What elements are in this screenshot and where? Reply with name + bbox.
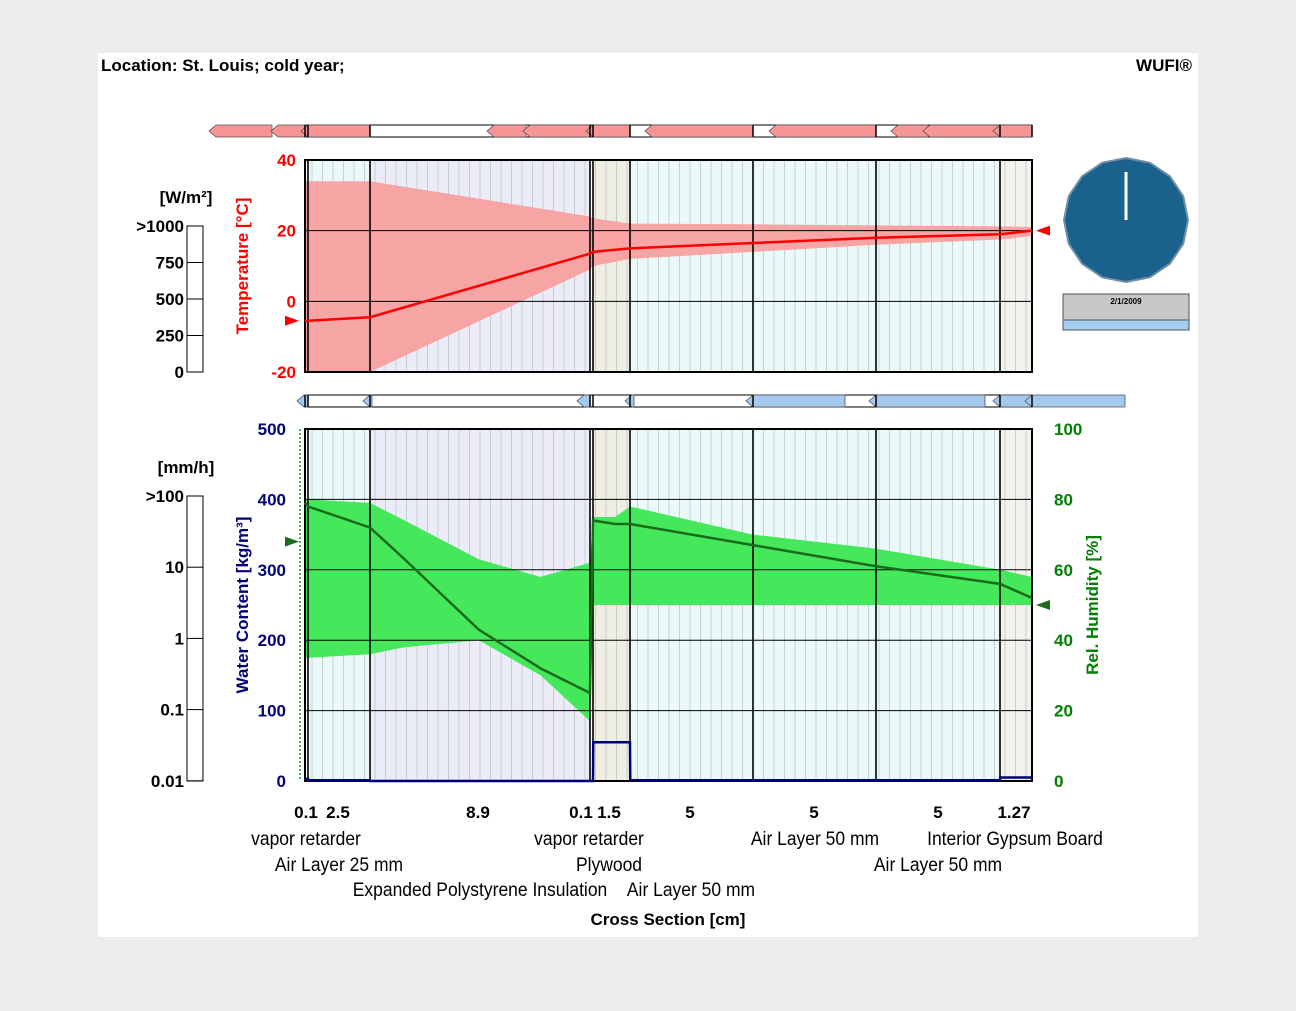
layer-bg-temp-7	[876, 160, 1000, 372]
heat-flux-strip-arrow	[890, 124, 929, 138]
layer-name-label: Air Layer 25 mm	[275, 853, 403, 875]
x-axis-title: Cross Section [cm]	[591, 910, 746, 929]
date-progress-bar	[1062, 319, 1190, 331]
rh-tick-label: 60	[1054, 561, 1073, 580]
temp-tick-label: 20	[277, 222, 296, 241]
interior-temp-marker	[1036, 225, 1050, 236]
layer-name-label: vapor retarder	[251, 827, 361, 849]
temp-tick-label: 0	[287, 292, 296, 311]
plot-frame	[304, 159, 1033, 373]
heat-flux-strip-arrow	[270, 124, 306, 138]
water-tick-label: 200	[258, 631, 286, 650]
heat-flux-strip-arrow	[768, 124, 877, 138]
thickness-label: 5	[685, 803, 694, 822]
moisture-flux-strip-arrow	[296, 394, 309, 408]
heat-flux-strip-arrow	[992, 124, 1033, 138]
thickness-label: 5	[933, 803, 942, 822]
exterior-rh-marker	[285, 536, 299, 547]
temperature-range-band	[305, 181, 1032, 372]
rain-tick-label: 1	[175, 629, 184, 648]
rel-humidity-line	[304, 502, 1033, 696]
rain-tick-label: 0.01	[151, 772, 184, 791]
moisture-flux-strip-arrow	[745, 394, 846, 408]
thickness-label: 8.9	[466, 803, 490, 822]
thickness-label: 5	[809, 803, 818, 822]
layer-bg-temp-4	[593, 160, 630, 372]
water-tick-label: 0	[277, 772, 286, 791]
rh-tick-label: 20	[1054, 702, 1073, 721]
heat-flux-strip-arrow	[522, 124, 591, 138]
interior-rh-marker	[1036, 600, 1050, 610]
heat-flux-strip-arrow	[208, 124, 273, 138]
water-tick-label: 300	[258, 561, 286, 580]
thickness-label: 2.5	[326, 803, 350, 822]
temp-tick-label: 40	[277, 151, 296, 170]
heat-flux-strip-arrow	[922, 124, 1001, 138]
water-content-line	[305, 741, 1032, 783]
water-tick-label: 400	[258, 490, 286, 509]
radiation-tick-label: 750	[156, 254, 184, 273]
rain-axis-title: [mm/h]	[158, 458, 215, 477]
rh-tick-label: 100	[1054, 420, 1082, 439]
layer-name-label: Interior Gypsum Board	[927, 827, 1103, 849]
location-title: Location: St. Louis; cold year;	[101, 56, 345, 75]
layer-name-label: vapor retarder	[534, 827, 644, 849]
moisture-flux-strip-arrow	[868, 394, 986, 408]
heat-flux-strip-arrow	[585, 124, 631, 138]
temperature-line	[305, 229, 1033, 323]
heat-flux-strip-arrow	[486, 124, 527, 138]
radiation-axis-title: [W/m²]	[160, 188, 213, 207]
rel-humidity-range-band	[305, 499, 1032, 722]
wufi-brand: WUFI®	[1136, 56, 1192, 75]
water-tick-label: 500	[258, 420, 286, 439]
heat-flux-strip-arrow	[644, 124, 754, 138]
rain-tick-label: >100	[146, 487, 184, 506]
layer-name-label: Expanded Polystyrene Insulation	[353, 878, 608, 900]
thickness-label: 0.1	[294, 803, 318, 822]
temperature-axis-title: Temperature [°C]	[233, 198, 252, 335]
water-tick-label: 100	[258, 702, 286, 721]
rain-tick-label: 10	[165, 558, 184, 577]
temp-tick-label: -20	[271, 363, 296, 382]
rain-tick-label: 0.1	[160, 701, 184, 720]
radiation-tick-label: 250	[156, 327, 184, 346]
rh-tick-label: 40	[1054, 631, 1073, 650]
rh-tick-label: 80	[1054, 490, 1073, 509]
layer-bg-temp-5	[630, 160, 753, 372]
layer-name-label: Air Layer 50 mm	[627, 878, 755, 900]
radiation-tick-label: >1000	[136, 217, 184, 236]
thickness-label: 0.1	[569, 803, 593, 822]
layer-bg-temp-6	[753, 160, 876, 372]
layer-name-label: Air Layer 50 mm	[751, 827, 879, 849]
thickness-label: 1.5	[597, 803, 621, 822]
moisture-flux-strip-arrow	[1024, 394, 1126, 408]
moisture-flux-strip-arrow	[576, 394, 591, 408]
heat-flux-strip-arrow	[300, 124, 371, 138]
rh-tick-label: 0	[1054, 772, 1063, 791]
exterior-temp-marker	[285, 315, 299, 326]
rel-humidity-axis-title: Rel. Humidity [%]	[1083, 535, 1102, 675]
thickness-label: 1.27	[997, 803, 1030, 822]
layer-name-label: Plywood	[576, 853, 642, 875]
water-content-axis-title: Water Content [kg/m³]	[233, 517, 252, 694]
date-label: 2/1/2009	[1110, 297, 1142, 306]
moisture-flux-strip-arrow	[992, 394, 1033, 408]
radiation-tick-label: 0	[175, 363, 184, 382]
radiation-tick-label: 500	[156, 290, 184, 309]
layer-name-label: Air Layer 50 mm	[874, 853, 1002, 875]
